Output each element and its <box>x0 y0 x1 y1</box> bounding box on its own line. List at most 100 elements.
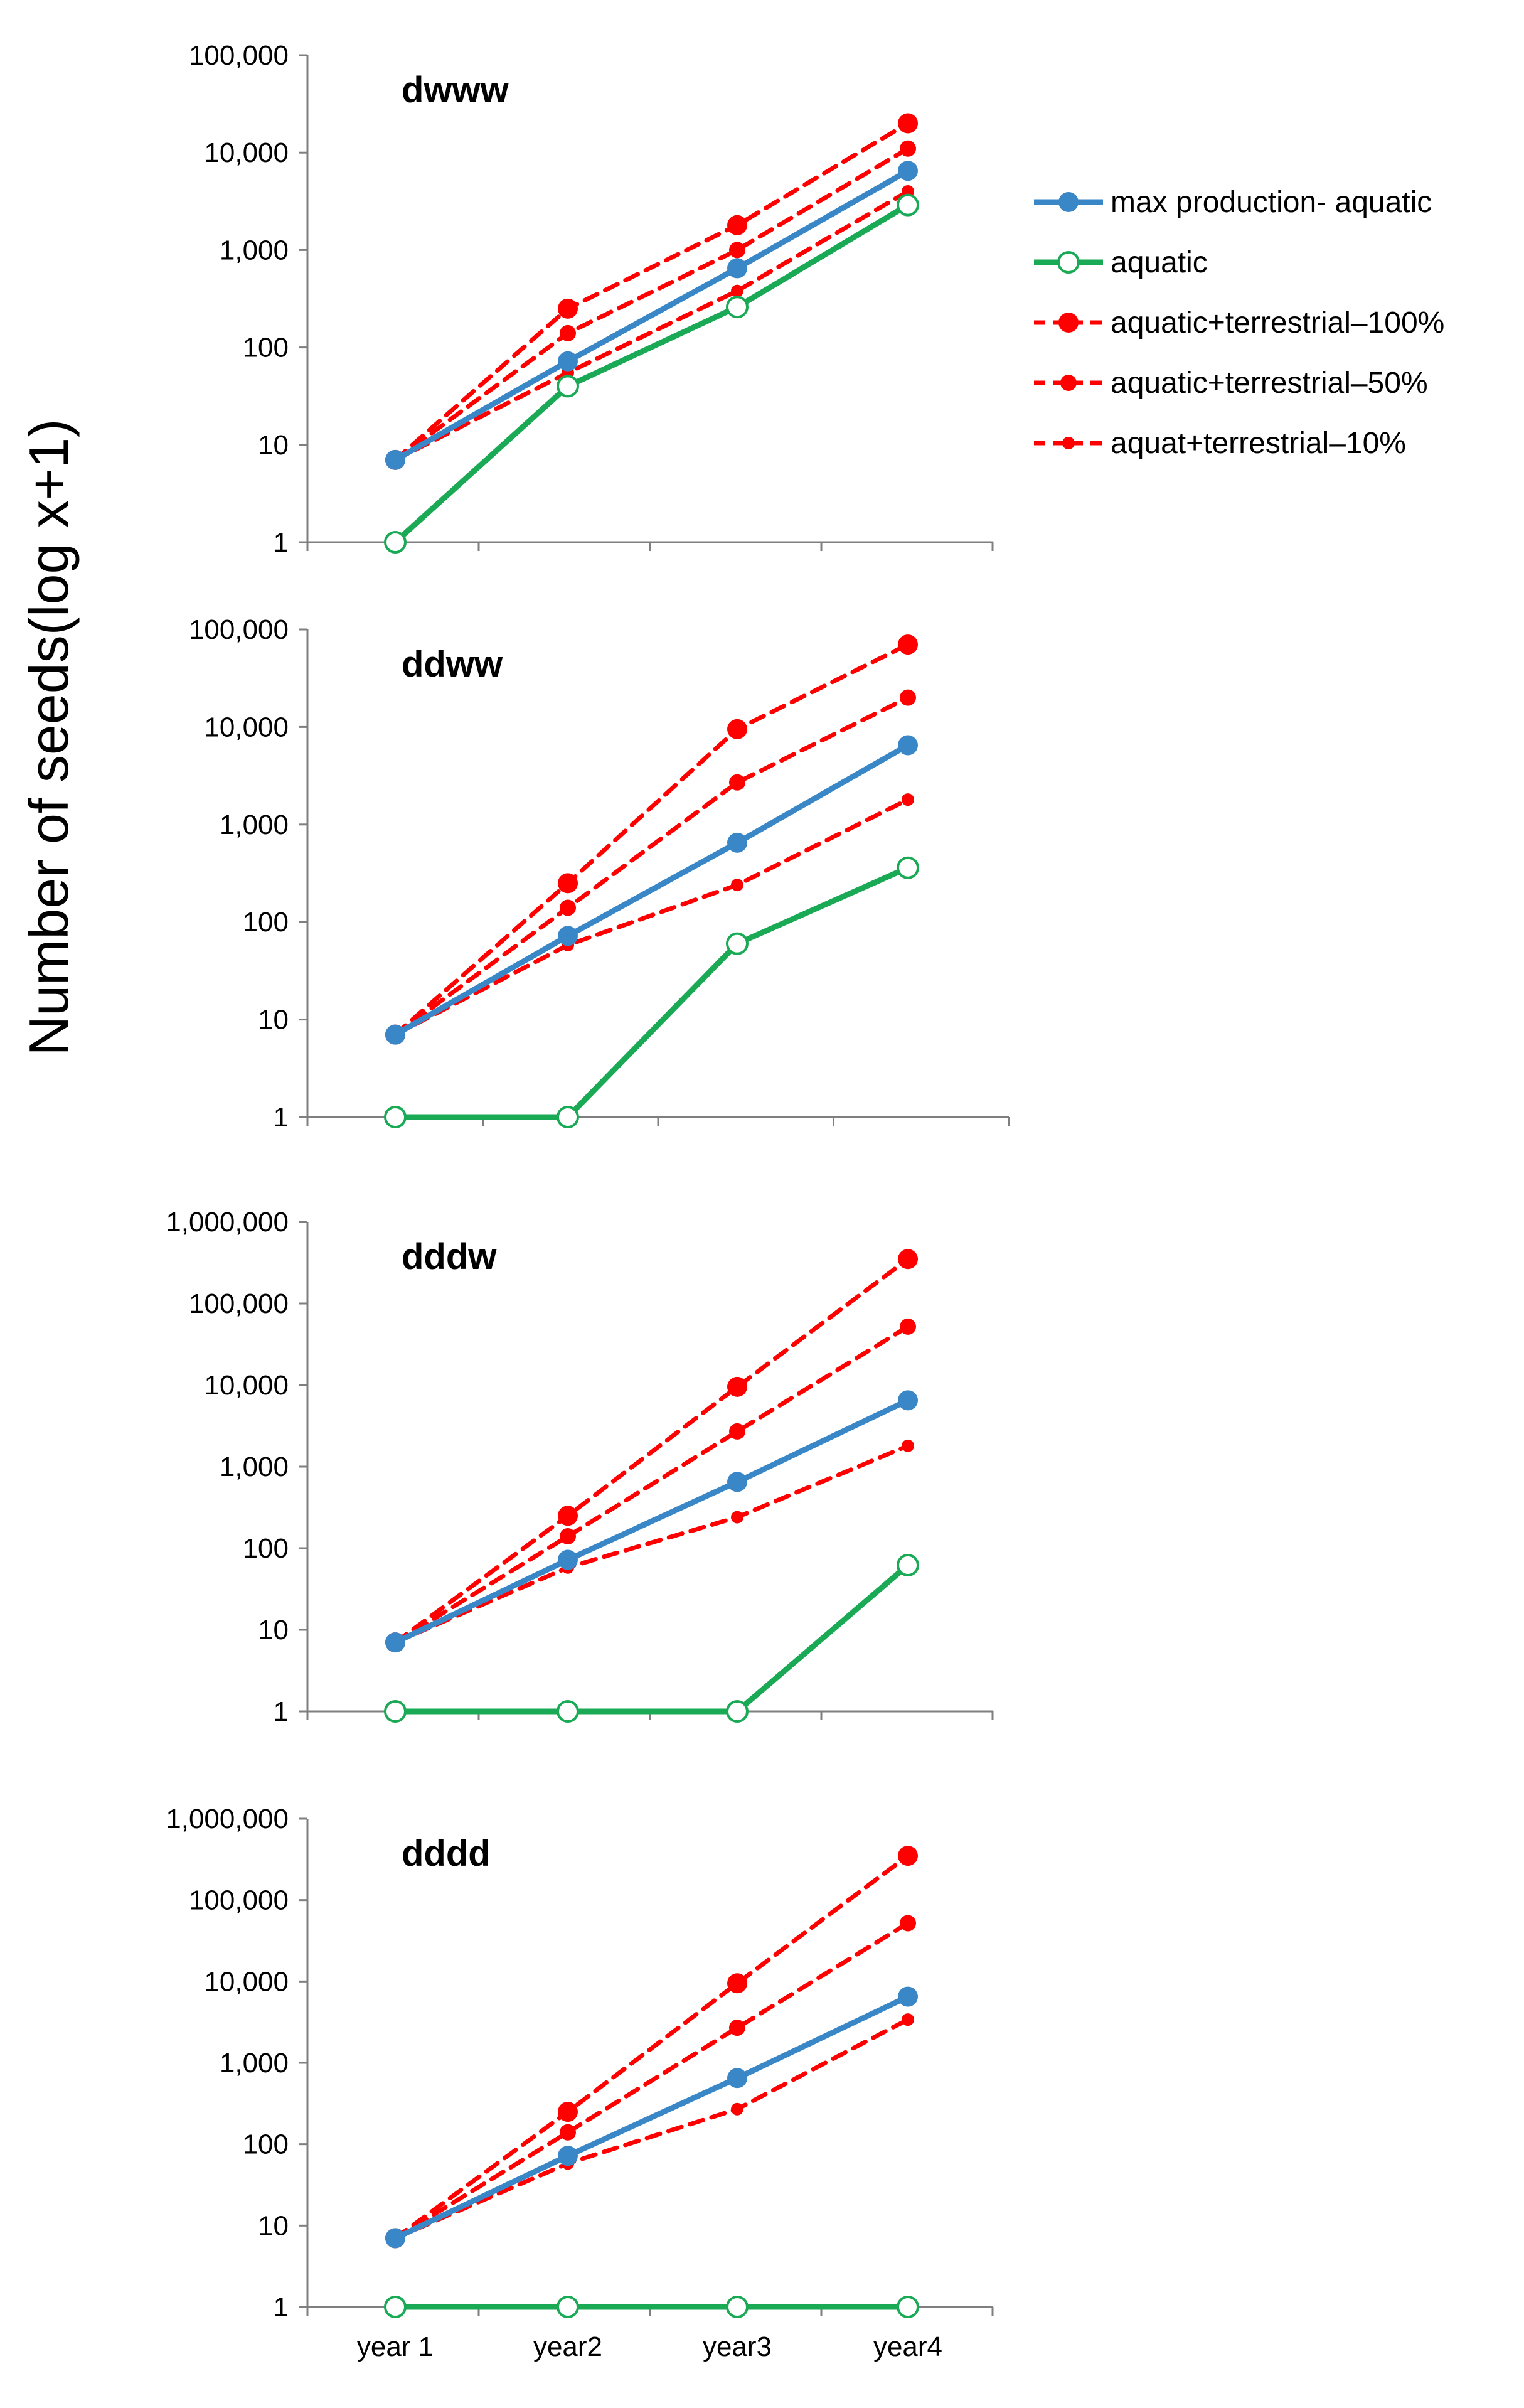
series-max <box>385 1986 918 2249</box>
data-point <box>900 689 916 706</box>
y-tick-label: 1 <box>274 527 289 558</box>
series-max <box>385 735 918 1045</box>
legend: max production- aquatic aquatic aquatic+te… <box>1034 186 1444 460</box>
y-tick-label: 1,000 <box>220 2048 289 2079</box>
data-point <box>727 1472 747 1492</box>
data-point <box>729 1423 745 1440</box>
data-point <box>898 1986 918 2007</box>
y-tick-label: 10,000 <box>204 712 289 742</box>
series-t50 <box>387 1915 916 2247</box>
y-tick-label: 1,000,000 <box>166 1207 289 1238</box>
y-tick-label: 1,000 <box>220 810 289 840</box>
series-max <box>385 1390 918 1653</box>
y-tick-label: 100,000 <box>189 1885 289 1916</box>
series-aquatic <box>384 2296 919 2318</box>
data-point <box>731 1511 743 1524</box>
legend-marker <box>1062 437 1075 449</box>
series-line-t50 <box>393 146 910 463</box>
data-point <box>727 258 747 279</box>
data-point <box>560 2124 576 2141</box>
series-line-t10 <box>393 2017 910 2240</box>
data-point <box>558 298 578 319</box>
series-line-aquatic <box>392 202 911 545</box>
data-point <box>558 2102 578 2122</box>
data-point <box>558 873 578 894</box>
data-point <box>557 2296 579 2318</box>
y-tick-label: 10,000 <box>204 1966 289 1997</box>
data-point <box>560 324 576 341</box>
legend-marker <box>1057 251 1080 274</box>
data-point <box>385 1024 405 1045</box>
data-point <box>898 113 918 134</box>
legend-label: aquat+terrestrial–10% <box>1111 427 1406 460</box>
x-tick-label: year 1 <box>357 2331 434 2362</box>
data-point <box>898 1390 918 1411</box>
series-t100 <box>385 1249 918 1653</box>
data-point <box>557 1106 579 1128</box>
data-point <box>558 351 578 372</box>
legend-item-t10: aquat+terrestrial–10% <box>1034 427 1406 460</box>
data-point <box>385 449 405 470</box>
series-max <box>385 161 918 470</box>
series-line-t100 <box>393 1853 910 2240</box>
y-tick-label: 1 <box>274 1696 289 1727</box>
series-t10 <box>389 793 914 1041</box>
series-t10 <box>389 185 914 466</box>
series-line-t100 <box>393 120 910 463</box>
data-point <box>731 879 743 892</box>
legend-label: aquatic+terrestrial–50% <box>1111 367 1428 400</box>
series-line-t100 <box>393 642 910 1037</box>
legend-marker <box>1060 375 1077 391</box>
x-tick-label: year3 <box>703 2331 772 2362</box>
y-tick-label: 100 <box>243 333 289 363</box>
panel-title: dwww <box>402 70 509 110</box>
data-point <box>898 634 918 655</box>
data-point <box>897 856 919 879</box>
data-point <box>898 1249 918 1270</box>
legend-label: aquatic <box>1111 246 1208 279</box>
data-point <box>557 375 579 398</box>
y-tick-label: 100 <box>243 2129 289 2160</box>
series-t50 <box>387 689 916 1043</box>
legend-item-t50: aquatic+terrestrial–50% <box>1034 367 1428 400</box>
data-point <box>560 1528 576 1545</box>
series-line-max <box>392 742 911 1038</box>
y-tick-label: 1 <box>274 2292 289 2323</box>
data-point <box>897 193 919 217</box>
y-tick-label: 100,000 <box>189 614 289 645</box>
data-point <box>726 932 749 955</box>
series-t100 <box>385 1846 918 2249</box>
y-tick-label: 1,000 <box>220 1452 289 1482</box>
data-point <box>727 1376 747 1397</box>
data-point <box>898 161 918 181</box>
data-point <box>731 284 743 297</box>
data-point <box>897 1553 919 1576</box>
data-point <box>727 215 747 235</box>
y-tick-label: 100,000 <box>189 40 289 71</box>
data-point <box>900 140 916 157</box>
data-point <box>384 1700 407 1723</box>
data-point <box>726 1700 749 1723</box>
y-tick-label: 1,000 <box>220 235 289 265</box>
chart-panel-dddw: 1 10 100 1,000 10,000 100,000 1,000,000 dddw <box>166 1207 994 1727</box>
series-line-t50 <box>393 1920 910 2240</box>
y-tick-label: 100,000 <box>189 1288 289 1319</box>
y-tick-label: 1,000,000 <box>166 1804 289 1834</box>
data-point <box>902 2013 914 2026</box>
legend-item-aquatic: aquatic <box>1034 246 1208 279</box>
data-point <box>898 1846 918 1866</box>
data-point <box>902 793 914 806</box>
series-t100 <box>385 634 918 1045</box>
data-point <box>384 2296 407 2318</box>
series-line-t50 <box>393 1324 910 1645</box>
x-tick-label: year2 <box>533 2331 602 2362</box>
data-point <box>557 1700 579 1723</box>
data-point <box>898 735 918 756</box>
series-aquatic <box>384 193 919 554</box>
data-point <box>385 2228 405 2249</box>
chart-panels: 1101001,00010,000100,000dwww1101001,0001… <box>166 40 1010 2362</box>
data-point <box>558 1549 578 1570</box>
series-aquatic <box>384 1553 919 1723</box>
y-tick-label: 10 <box>258 1615 289 1645</box>
